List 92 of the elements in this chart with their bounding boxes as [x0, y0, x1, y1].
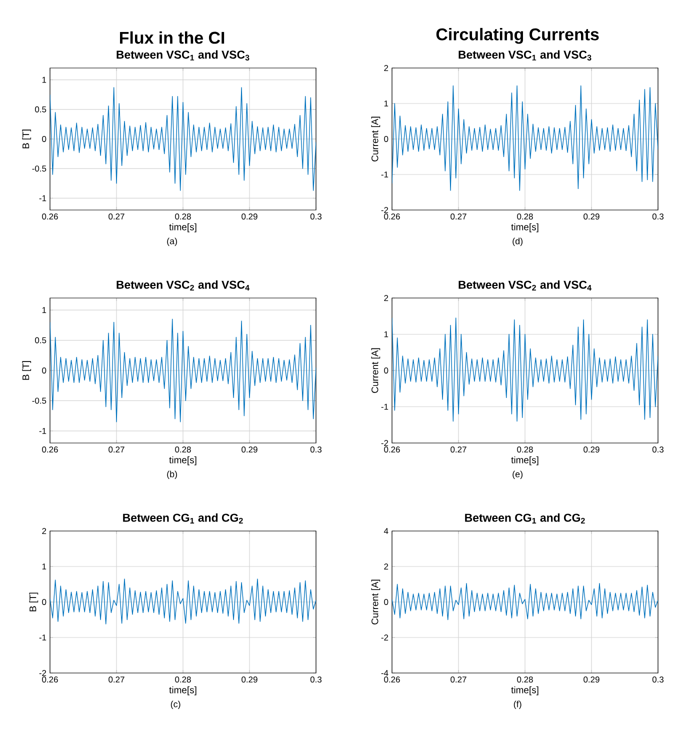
text: (a) [167, 238, 177, 246]
x-tick-label: 0.29 [584, 676, 600, 683]
y-tick-label: 0 [384, 136, 388, 142]
x-tick-label: 0.3 [310, 446, 322, 453]
x-tick-label: 0.27 [108, 214, 124, 220]
x-tick-label: 0.3 [652, 446, 664, 453]
x-tick-label: 0.3 [652, 676, 664, 683]
y-tick-label: 2 [384, 564, 388, 570]
chart-title: Between CG$_{1}$ and CG$_{2}$ [123, 513, 243, 524]
y-tick-label: 1 [42, 564, 46, 570]
x-axis-title: time[s] [169, 223, 196, 232]
y-tick-label: -2 [381, 207, 388, 213]
y-tick-label: 2 [42, 528, 46, 534]
x-tick-label: 0.28 [517, 214, 533, 220]
y-tick-label: -2 [381, 440, 388, 446]
x-tick-label: 0.27 [108, 446, 124, 453]
y-tick-label: 1 [42, 76, 46, 83]
y-axis-title: B [T] [22, 130, 32, 148]
x-tick-label: 0.28 [175, 676, 191, 683]
chart-title: Between CG$_{1}$ and CG$_{2}$ [465, 513, 585, 524]
y-tick-label: -0.5 [32, 398, 46, 404]
y-tick-label: 1 [384, 331, 388, 338]
y-tick-label: 1 [42, 307, 46, 313]
chart-title: Between VSC$_{2}$ and VSC$_{4}$ [458, 280, 592, 290]
y-tick-label: -2 [39, 670, 46, 676]
line-series [392, 583, 658, 620]
line-series [392, 318, 658, 422]
line-series [50, 578, 316, 624]
y-tick-label: 2 [384, 65, 388, 71]
x-tick-label: 0.26 [42, 676, 58, 683]
x-axis-title: time[s] [511, 686, 538, 696]
y-tick-label: 1 [384, 100, 388, 106]
y-tick-label: -1 [39, 634, 46, 640]
y-axis-title: B [T] [29, 592, 38, 612]
y-tick-label: -1 [381, 172, 388, 178]
y-tick-label: 0 [42, 599, 46, 605]
y-tick-label: 0.5 [35, 337, 46, 344]
y-tick-label: -1 [381, 404, 388, 410]
x-axis-title: time[s] [169, 686, 196, 696]
x-tick-label: 0.29 [584, 446, 600, 453]
y-axis-title: Current [A] [371, 116, 380, 162]
y-axis-title: Current [A] [371, 580, 380, 624]
x-axis-title: time[s] [511, 223, 538, 232]
y-tick-label: 0 [42, 136, 46, 142]
x-tick-label: 0.29 [242, 446, 258, 453]
text: (c) [170, 700, 180, 710]
text: (e) [512, 470, 523, 480]
x-tick-label: 0.27 [108, 676, 124, 683]
x-tick-label: 0.29 [242, 676, 258, 683]
y-axis-title: B [T] [22, 361, 32, 380]
x-tick-label: 0.27 [450, 446, 466, 453]
line-series [392, 85, 658, 191]
x-axis-title: time[s] [169, 456, 196, 466]
y-axis-title: Current [A] [371, 348, 380, 393]
x-tick-label: 0.29 [242, 214, 258, 220]
y-tick-label: 0.5 [35, 106, 46, 112]
y-tick-label: -1 [39, 195, 46, 202]
chart-title: Circulating Currents [436, 28, 599, 44]
x-axis-title: time[s] [511, 456, 538, 466]
x-tick-label: 0.29 [584, 214, 600, 220]
x-tick-label: 0.28 [517, 446, 533, 453]
y-tick-label: -2 [381, 634, 388, 640]
line-series [50, 87, 316, 191]
line-series [50, 318, 316, 422]
y-tick-label: -4 [381, 670, 388, 676]
x-tick-label: 0.3 [310, 676, 322, 683]
x-tick-label: 0.26 [42, 446, 58, 453]
x-tick-label: 0.28 [175, 446, 191, 453]
y-tick-label: 0 [384, 368, 388, 374]
x-tick-label: 0.27 [450, 214, 466, 220]
chart-subtitle: Between VSC$_{1}$ and VSC$_{3}$ [116, 50, 250, 60]
y-tick-label: 4 [384, 528, 388, 534]
y-tick-label: 0 [384, 599, 388, 605]
x-tick-label: 0.28 [175, 214, 191, 220]
x-tick-label: 0.26 [42, 214, 58, 220]
x-tick-label: 0.26 [384, 676, 400, 683]
x-tick-label: 0.26 [384, 214, 400, 220]
chart-subtitle: Between VSC$_{1}$ and VSC$_{3}$ [458, 50, 592, 60]
y-tick-label: -0.5 [32, 166, 46, 172]
x-tick-label: 0.3 [310, 214, 322, 220]
x-tick-label: 0.27 [450, 676, 466, 683]
x-tick-label: 0.26 [384, 446, 400, 453]
text: (d) [512, 238, 523, 246]
y-tick-label: 0 [42, 368, 46, 374]
x-tick-label: 0.3 [652, 214, 664, 220]
chart-title: Flux in the CI [120, 31, 224, 44]
text: (f) [514, 700, 522, 710]
y-tick-label: 2 [384, 295, 388, 301]
y-tick-label: -1 [39, 428, 46, 434]
x-tick-label: 0.28 [517, 676, 533, 683]
chart-title: Between VSC$_{2}$ and VSC$_{4}$ [116, 280, 250, 290]
text: (b) [167, 470, 177, 480]
